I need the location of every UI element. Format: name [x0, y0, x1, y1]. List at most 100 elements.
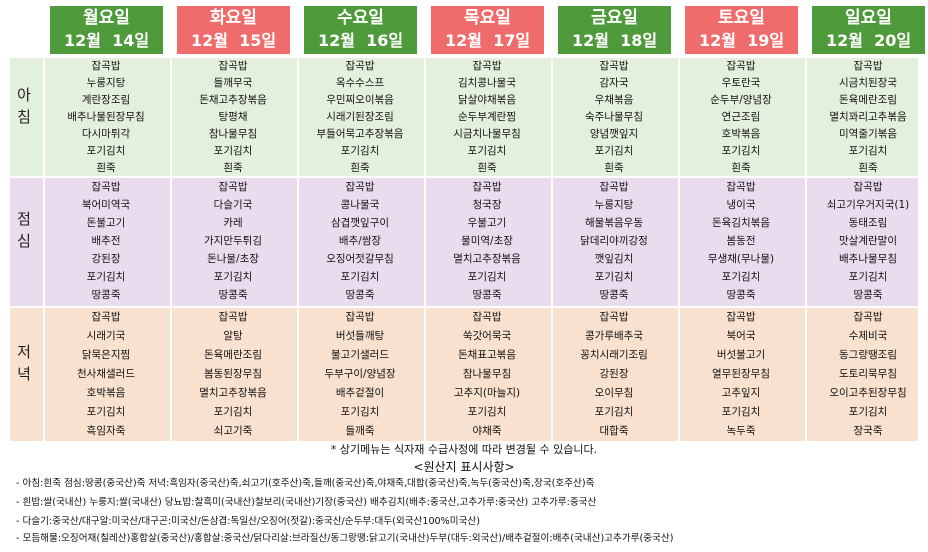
menu-item: 포기김치 — [86, 406, 126, 418]
menu-item: 멸치꽈리고추볶음 — [829, 111, 907, 123]
menu-item: 돈불고기 — [86, 217, 126, 229]
dinner-menu-column: 잡곡밥 알탕 돈육메란조림 봄동된장무침 멸치고추장볶음 포기김치 쇠고기죽 — [177, 308, 289, 441]
dinner-band — [10, 308, 918, 441]
menu-item: 흰죽 — [858, 162, 878, 174]
menu-item: 잡곡밥 — [726, 181, 756, 193]
menu-item: 옥수수스프 — [335, 77, 385, 89]
menu-item: 천사채샐러드 — [77, 368, 135, 380]
menu-item: 수제비국 — [848, 330, 888, 342]
column-divider — [43, 58, 45, 441]
menu-item: 포기김치 — [594, 406, 634, 418]
day-name: 금요일 — [591, 8, 638, 28]
menu-item: 잡곡밥 — [345, 181, 375, 193]
day-date: 12월 20일 — [825, 31, 912, 50]
menu-item: 오이고추된장무침 — [829, 387, 907, 399]
menu-item: 김치콩나물국 — [458, 77, 516, 89]
column-divider — [424, 58, 426, 441]
dinner-menu-column: 잡곡밥 시래기국 닭묵은지찜 천사채샐러드 호박볶음 포기김치 흑임자죽 — [50, 308, 162, 441]
origin-line: - 모듬해물:오징어채(칠레산)홍합살(중국산)/홍합살:중국산/닭다리살:브라… — [16, 533, 674, 544]
menu-item: 돈육김치볶음 — [712, 217, 770, 229]
lunch-menu-column: 잡곡밥 북어미역국 돈불고기 배추전 강된장 포기김치 땅콩죽 — [50, 178, 162, 304]
menu-item: 버섯불고기 — [716, 349, 766, 361]
menu-item: 시래기국 — [86, 330, 126, 342]
day-date: 12월 17일 — [444, 31, 531, 50]
menu-item: 부들어묵고추장볶음 — [316, 128, 404, 140]
menu-item: 봄동된장무침 — [204, 368, 262, 380]
dinner-menu-column: 잡곡밥 버섯들깨탕 불고기샐러드 두부구이/양념장 배추겉절이 포기김치 들깨죽 — [304, 308, 416, 441]
menu-item: 잡곡밥 — [91, 60, 121, 72]
meal-label-breakfast: 아 침 — [17, 86, 31, 126]
menu-item: 순두부/양념장 — [710, 94, 772, 106]
day-date: 12월 15일 — [190, 31, 277, 50]
menu-item: 잡곡밥 — [472, 60, 502, 72]
breakfast-menu-column: 잡곡밥 들깨무국 돈채고추장볶음 탕평채 참나물무침 포기김치 흰죽 — [177, 58, 289, 177]
menu-item: 땅콩죽 — [853, 289, 883, 301]
menu-item: 포기김치 — [721, 145, 761, 157]
menu-item: 양념깻잎지 — [589, 128, 639, 140]
menu-item: 고추잎지 — [721, 387, 761, 399]
menu-item: 돈채표고볶음 — [458, 349, 516, 361]
day-name: 화요일 — [210, 8, 257, 28]
menu-item: 흰죽 — [96, 162, 116, 174]
menu-item: 잡곡밥 — [726, 60, 756, 72]
menu-item: 맛살계란말이 — [839, 235, 897, 247]
menu-item: 냉이국 — [726, 199, 756, 211]
menu-item: 돈나물/초장 — [207, 253, 259, 265]
menu-item: 포기김치 — [467, 145, 507, 157]
menu-change-notice: * 상기메뉴는 식자재 수급사정에 따라 변경될 수 있습니다. — [330, 443, 598, 456]
menu-item: 배추나물무침 — [839, 253, 897, 265]
menu-item: 배추/쌈장 — [338, 235, 382, 247]
menu-item: 무생채(무나물) — [707, 253, 775, 265]
breakfast-menu-column: 잡곡밥 김치콩나물국 닭살야채볶음 순두부계란찜 시금치나물무침 포기김치 흰죽 — [431, 58, 543, 177]
menu-item: 배추겉절이 — [335, 387, 385, 399]
menu-item: 잡곡밥 — [599, 60, 629, 72]
menu-item: 포기김치 — [213, 406, 253, 418]
day-header: 토요일 12월 19일 — [685, 6, 798, 54]
menu-item: 숙주나물무침 — [585, 111, 643, 123]
menu-item: 도토리묵무침 — [839, 368, 897, 380]
menu-item: 참나물무침 — [462, 368, 512, 380]
menu-item: 배추나물된장무침 — [67, 111, 145, 123]
menu-item: 청국장 — [472, 199, 502, 211]
day-name: 월요일 — [83, 8, 130, 28]
breakfast-menu-column: 잡곡밥 감자국 우채볶음 숙주나물무침 양념깻잎지 포기김치 흰죽 — [558, 58, 670, 177]
menu-item: 깻잎김치 — [594, 253, 634, 265]
menu-item: 호박볶음 — [86, 387, 126, 399]
day-header: 일요일 12월 20일 — [812, 6, 925, 54]
column-divider — [297, 58, 299, 441]
menu-item: 두부구이/양념장 — [324, 368, 396, 380]
menu-item: 동태조림 — [848, 217, 888, 229]
menu-item: 강된장 — [91, 253, 121, 265]
day-header: 목요일 12월 17일 — [431, 6, 544, 54]
menu-item: 강된장 — [599, 368, 629, 380]
menu-item: 다슬기국 — [213, 199, 253, 211]
lunch-menu-column: 잡곡밥 청국장 우불고기 물미역/초장 멸치고추장볶음 포기김치 땅콩죽 — [431, 178, 543, 304]
menu-item: 오징어젓갈무침 — [326, 253, 394, 265]
menu-item: 배추전 — [91, 235, 121, 247]
menu-item: 알탕 — [223, 330, 243, 342]
origin-line: - 흰밥:쌀(국내산) 누룽지:쌀(국내산) 당뇨밥:찰흑미(국내산)찰보리(국… — [16, 497, 597, 508]
menu-item: 우불고기 — [467, 217, 507, 229]
column-divider — [678, 58, 680, 441]
menu-item: 고추지(마늘지) — [453, 387, 521, 399]
menu-item: 잡곡밥 — [599, 311, 629, 323]
day-name: 목요일 — [464, 8, 511, 28]
day-name: 토요일 — [718, 8, 765, 28]
menu-item: 돈육메란조림 — [839, 94, 897, 106]
menu-item: 포기김치 — [340, 406, 380, 418]
menu-item: 잡곡밥 — [218, 181, 248, 193]
origin-title: <원산지 표시사항> — [413, 460, 515, 474]
menu-item: 잡곡밥 — [853, 60, 883, 72]
menu-item: 멸치고추장볶음 — [453, 253, 521, 265]
menu-item: 흰죽 — [350, 162, 370, 174]
menu-item: 쇠고기죽 — [213, 425, 253, 437]
menu-item: 우민찌오이볶음 — [326, 94, 394, 106]
menu-item: 가지만두튀김 — [204, 235, 262, 247]
lunch-menu-column: 잡곡밥 냉이국 돈육김치볶음 봄동전 무생채(무나물) 포기김치 땅콩죽 — [685, 178, 797, 304]
column-divider — [170, 58, 172, 441]
menu-item: 불고기샐러드 — [331, 349, 389, 361]
day-header: 월요일 12월 14일 — [50, 6, 163, 54]
menu-item: 닭묵은지찜 — [81, 349, 131, 361]
menu-item: 포기김치 — [467, 406, 507, 418]
menu-item: 포기김치 — [848, 271, 888, 283]
